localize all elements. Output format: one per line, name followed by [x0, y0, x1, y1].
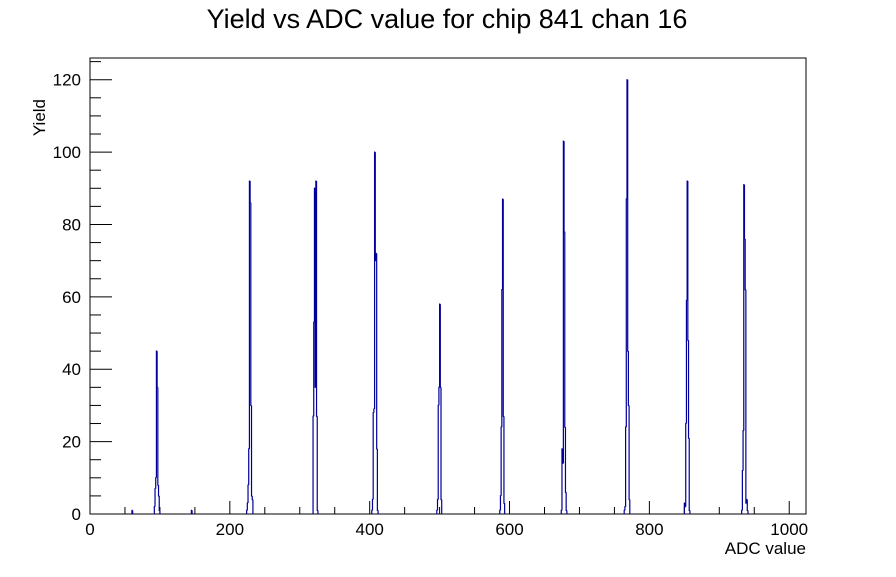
x-tick-label: 200	[216, 520, 244, 539]
histogram-bin	[684, 503, 686, 508]
histogram-bin	[685, 422, 687, 507]
histogram-bin	[439, 303, 441, 388]
histogram-bin	[502, 199, 504, 417]
histogram-bin	[376, 253, 378, 450]
histogram-bin	[313, 321, 315, 417]
chart-title: Yield vs ADC value for chip 841 chan 16	[207, 4, 688, 34]
histogram-bin	[688, 438, 690, 511]
histogram-bin	[315, 181, 318, 417]
histogram-bin	[250, 405, 253, 497]
y-tick-label: 100	[53, 143, 81, 162]
histogram-bin	[436, 498, 439, 511]
histogram-bin	[439, 304, 442, 388]
histogram-bin	[564, 427, 567, 493]
histogram-bin	[624, 506, 626, 511]
histogram-bin	[250, 202, 252, 407]
histogram-bin	[741, 509, 743, 514]
histogram-bin	[628, 405, 630, 501]
histogram-bin	[247, 484, 249, 504]
axis-ticks	[89, 61, 790, 515]
histogram-bin	[501, 289, 503, 428]
y-tick-label: 40	[62, 360, 81, 379]
y-tick-label: 20	[62, 433, 81, 452]
x-tick-label: 1000	[770, 520, 808, 539]
histogram-bin	[687, 181, 689, 341]
histogram-bin	[746, 499, 748, 511]
y-tick-label: 0	[72, 505, 81, 524]
histogram-bin	[156, 351, 158, 388]
x-tick-label: 400	[356, 520, 384, 539]
histogram-bin	[503, 416, 505, 504]
histogram-bin	[564, 231, 566, 428]
histogram-bin	[625, 426, 627, 507]
histogram-bin	[499, 495, 502, 511]
histogram-bins	[131, 79, 749, 514]
histogram-bin	[560, 509, 562, 514]
y-axis-label: Yield	[30, 99, 49, 136]
histogram-bin	[627, 351, 630, 407]
tick-labels: 0 200 400 600 800 1000 0 20 40 60 80 100 120	[53, 71, 809, 539]
histogram-bin	[563, 141, 565, 233]
histogram-bin	[371, 498, 374, 511]
histogram-bin	[565, 492, 567, 511]
histogram-bin	[741, 469, 744, 511]
y-tick-label: 120	[53, 71, 81, 90]
histogram-bin	[371, 509, 373, 514]
histogram-bin	[561, 448, 563, 511]
histogram-bin	[246, 509, 248, 514]
histogram-bin	[373, 408, 375, 413]
histogram-bin	[374, 152, 376, 262]
histogram-bin	[743, 184, 746, 240]
x-tick-label: 600	[495, 520, 523, 539]
histogram-bin	[153, 506, 156, 514]
histogram-bin	[438, 386, 440, 406]
histogram-bin	[685, 299, 688, 424]
histogram-bin	[158, 495, 160, 511]
histogram-bin	[440, 387, 442, 501]
x-axis-label: ADC value	[725, 539, 806, 558]
histogram-bin	[437, 404, 439, 500]
histogram-bin	[500, 426, 502, 496]
histogram-bin	[157, 387, 159, 486]
histogram-bin	[251, 495, 253, 501]
histogram-bin	[312, 415, 314, 514]
histogram-bin	[246, 502, 249, 511]
x-tick-label: 800	[635, 520, 663, 539]
histogram-bin	[499, 509, 501, 514]
histogram-bin	[744, 238, 746, 291]
histogram-bin	[562, 140, 565, 464]
histogram-bin	[249, 181, 251, 204]
histogram-bin	[687, 340, 690, 439]
histogram-bin	[248, 448, 250, 486]
histogram-bin	[155, 477, 157, 489]
histogram-bin	[623, 509, 625, 514]
histogram-bin	[625, 198, 627, 428]
histogram-bin	[372, 412, 374, 500]
histogram-bin	[157, 485, 160, 497]
y-tick-label: 60	[62, 288, 81, 307]
y-tick-label: 80	[62, 215, 81, 234]
plot-frame	[89, 57, 807, 515]
x-tick-label: 0	[85, 520, 94, 539]
histogram-bin	[376, 448, 379, 511]
histogram-bin	[373, 151, 376, 410]
histogram-bin	[742, 430, 744, 471]
histogram-bin	[248, 180, 251, 449]
histogram-bin	[154, 488, 156, 507]
histogram-bin	[627, 79, 629, 352]
histogram-bin	[316, 416, 318, 511]
histogram-bin	[745, 289, 747, 504]
histogram-bin	[436, 509, 438, 514]
